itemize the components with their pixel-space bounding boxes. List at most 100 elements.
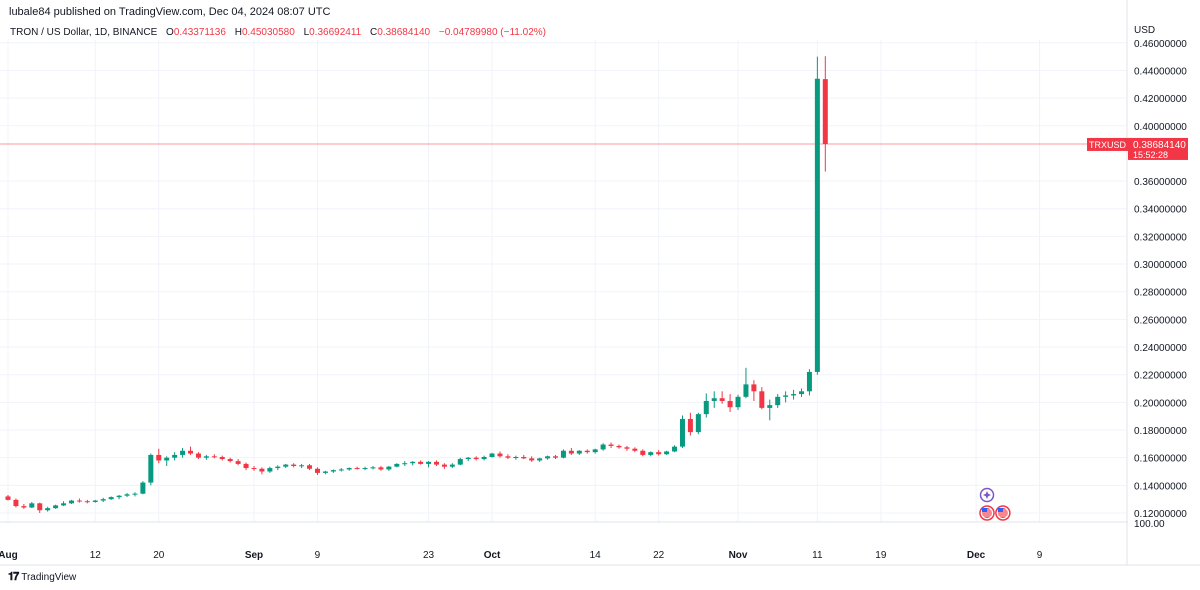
candle-body: [92, 500, 98, 502]
candle-body: [13, 499, 19, 507]
tradingview-mark-icon: 𝟏𝟕: [8, 571, 19, 583]
price-tick-label: 0.12000000: [1134, 509, 1187, 520]
candle-body: [687, 418, 693, 433]
candle-body: [465, 457, 471, 460]
sparkle-event-icon: [979, 487, 995, 503]
candle-body: [751, 384, 757, 392]
candle-body: [608, 444, 614, 446]
time-tick-label: 22: [653, 550, 665, 561]
time-tick-label: 9: [315, 550, 321, 561]
candle-body: [497, 453, 503, 457]
candle-body: [505, 456, 511, 458]
candle-body: [164, 457, 170, 461]
candle-body: [775, 396, 781, 406]
time-tick-label: Aug: [0, 550, 18, 561]
candle-body: [21, 506, 27, 508]
candle-body: [203, 456, 209, 458]
candle-body: [267, 468, 273, 472]
candle-body: [632, 448, 638, 451]
candle-body: [433, 461, 439, 465]
price-tick-label: 0.22000000: [1134, 371, 1187, 382]
candle-body: [449, 464, 455, 467]
candle-body: [322, 471, 328, 473]
candle-body: [822, 79, 828, 145]
price-tick-label: 0.18000000: [1134, 426, 1187, 437]
candle-body: [481, 456, 487, 460]
price-tick-label: 0.36000000: [1134, 177, 1187, 188]
price-tag-bg: [1128, 137, 1188, 160]
candle-body: [219, 456, 225, 460]
candle-body: [172, 454, 178, 458]
candle-body: [29, 503, 35, 508]
candle-body: [806, 371, 812, 392]
time-tick-label: 14: [590, 550, 602, 561]
candle-body: [418, 461, 424, 464]
price-tick-label: 0.28000000: [1134, 288, 1187, 299]
open-label: O: [166, 27, 174, 38]
candle-body: [576, 450, 582, 454]
price-axis: 0.46000000 0.44000000 0.42000000 0.40000000…: [1134, 39, 1187, 530]
time-tick-label: 20: [153, 550, 165, 561]
price-tick-label: 0.34000000: [1134, 205, 1187, 216]
low-label: L: [303, 27, 310, 38]
candle-body: [584, 450, 590, 453]
price-tick-label: 0.46000000: [1134, 39, 1187, 50]
candle-body: [814, 78, 820, 372]
tradingview-logo[interactable]: 𝟏𝟕 TradingView: [8, 571, 76, 584]
candle-body: [719, 398, 725, 401]
candle-body: [84, 501, 90, 503]
time-tick-label: Dec: [967, 550, 986, 561]
candle-body: [100, 499, 106, 501]
candle-body: [53, 505, 59, 509]
candle-body: [68, 500, 74, 504]
candle-body: [799, 391, 804, 395]
candle-body: [600, 444, 606, 450]
candle-body: [180, 450, 186, 455]
candle-body: [560, 450, 566, 458]
symbol-tag-text: TRXUSD: [1089, 140, 1127, 150]
price-tick-label: 0.40000000: [1134, 122, 1187, 133]
candle-body: [45, 508, 51, 511]
candle-body: [457, 459, 463, 465]
candle-body: [338, 469, 344, 471]
price-tick-label: 0.26000000: [1134, 315, 1187, 326]
candle-body: [711, 398, 717, 401]
open-value: 0.43371136: [173, 27, 226, 38]
candle-body: [537, 458, 543, 461]
candle-body: [791, 394, 797, 396]
candle-body: [314, 468, 320, 473]
candle-body: [672, 446, 678, 452]
countdown-text: 15:52:28: [1133, 150, 1168, 160]
candle-body: [568, 450, 574, 454]
candle-body: [624, 447, 630, 449]
candle-body: [473, 457, 479, 460]
time-tick-label: 9: [1037, 550, 1043, 561]
candle-body: [156, 454, 162, 461]
candle-body: [394, 463, 400, 467]
candle-body: [783, 395, 789, 397]
flag-canton: [982, 508, 988, 512]
candles-layer: [5, 56, 828, 514]
candle-body: [354, 468, 360, 470]
close-value: 0.38684140: [377, 27, 431, 38]
candle-body: [378, 467, 384, 470]
currency-label[interactable]: USD: [1128, 22, 1170, 40]
candle-body: [188, 450, 194, 454]
candle-body: [148, 454, 154, 483]
candle-body: [283, 464, 289, 467]
candle-body: [116, 495, 122, 498]
low-value: 0.36692411: [309, 27, 362, 38]
candle-body: [243, 463, 249, 469]
close-label: C: [370, 27, 378, 38]
tradingview-brand: TradingView: [21, 572, 77, 583]
candle-body: [346, 468, 352, 470]
candle-body: [227, 459, 233, 462]
price-tick-label: 0.32000000: [1134, 232, 1187, 243]
candle-body: [656, 452, 662, 455]
published-line: lubale84 published on TradingView.com, D…: [9, 6, 331, 18]
time-tick-label: Sep: [245, 550, 263, 561]
candle-body: [553, 456, 559, 458]
time-axis: Aug 12 20 Sep 9 23 Oct 14 22 Nov 11 19 Dec 9: [0, 550, 1043, 561]
time-tick-label: 19: [875, 550, 887, 561]
